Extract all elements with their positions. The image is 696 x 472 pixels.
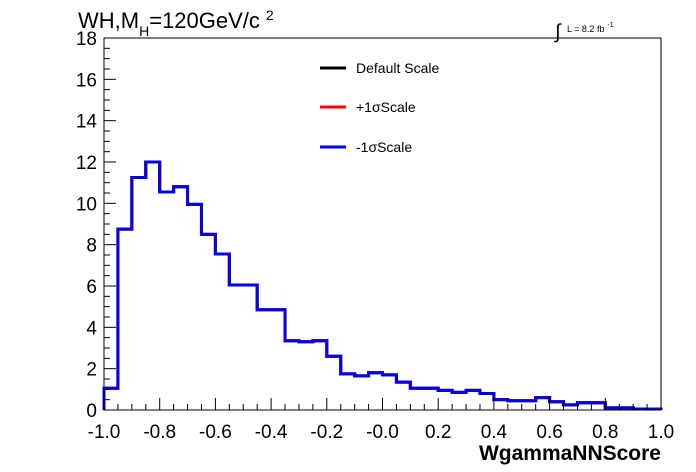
lumi-integral-sign: ∫: [554, 21, 562, 43]
x-tick-label: -1.0: [88, 422, 121, 443]
title-subscript: H: [139, 23, 149, 39]
x-axis-label: WgammaNNScore: [479, 442, 661, 465]
x-tick-label: 0.2: [425, 422, 451, 443]
title-superscript: 2: [266, 7, 274, 23]
legend-label: Default Scale: [356, 60, 439, 76]
x-tick-label: -0.0: [366, 422, 399, 443]
x-tick-label: 0.8: [592, 422, 618, 443]
legend-label: +1σScale: [356, 99, 416, 115]
x-axis-ticks: -1.0 -0.8 -0.6 -0.4 -0.2 -0.0 0.2 0.4 0.6 0.8 1.0: [88, 398, 674, 443]
y-tick-label: 8: [86, 236, 97, 257]
lumi-text: L = 8.2 fb: [567, 24, 604, 34]
x-tick-label: 0.6: [536, 422, 562, 443]
y-tick-label: 14: [76, 112, 98, 133]
y-tick-label: 4: [86, 318, 97, 339]
x-tick-label: -0.4: [255, 422, 288, 443]
legend: Default Scale +1σScale -1σScale: [320, 60, 439, 155]
y-tick-label: 18: [76, 29, 97, 50]
x-tick-label: -0.2: [310, 422, 343, 443]
y-tick-label: 10: [76, 194, 97, 215]
x-tick-label: -0.8: [143, 422, 176, 443]
y-axis-ticks: 0 2 4 6 8 10 12 14 16 18: [76, 29, 116, 422]
x-tick-label: 1.0: [648, 422, 674, 443]
y-tick-label: 2: [86, 360, 97, 381]
x-tick-label: 0.4: [481, 422, 508, 443]
x-tick-label: -0.6: [199, 422, 232, 443]
title-rest: =120GeV/c: [149, 8, 260, 33]
chart-title: WH,MH=120GeV/c 2: [78, 7, 274, 39]
lumi-label: L = 8.2 fb -1: [567, 22, 614, 34]
y-tick-label: 16: [76, 70, 97, 91]
y-tick-label: 0: [86, 401, 97, 422]
histogram-curves: [102, 160, 663, 411]
y-tick-label: 12: [76, 153, 97, 174]
legend-label: -1σScale: [356, 139, 412, 155]
y-tick-label: 6: [86, 277, 97, 298]
title-main: WH,M: [78, 8, 139, 33]
lumi-superscript: -1: [607, 22, 613, 29]
series-line-2: [102, 160, 663, 411]
